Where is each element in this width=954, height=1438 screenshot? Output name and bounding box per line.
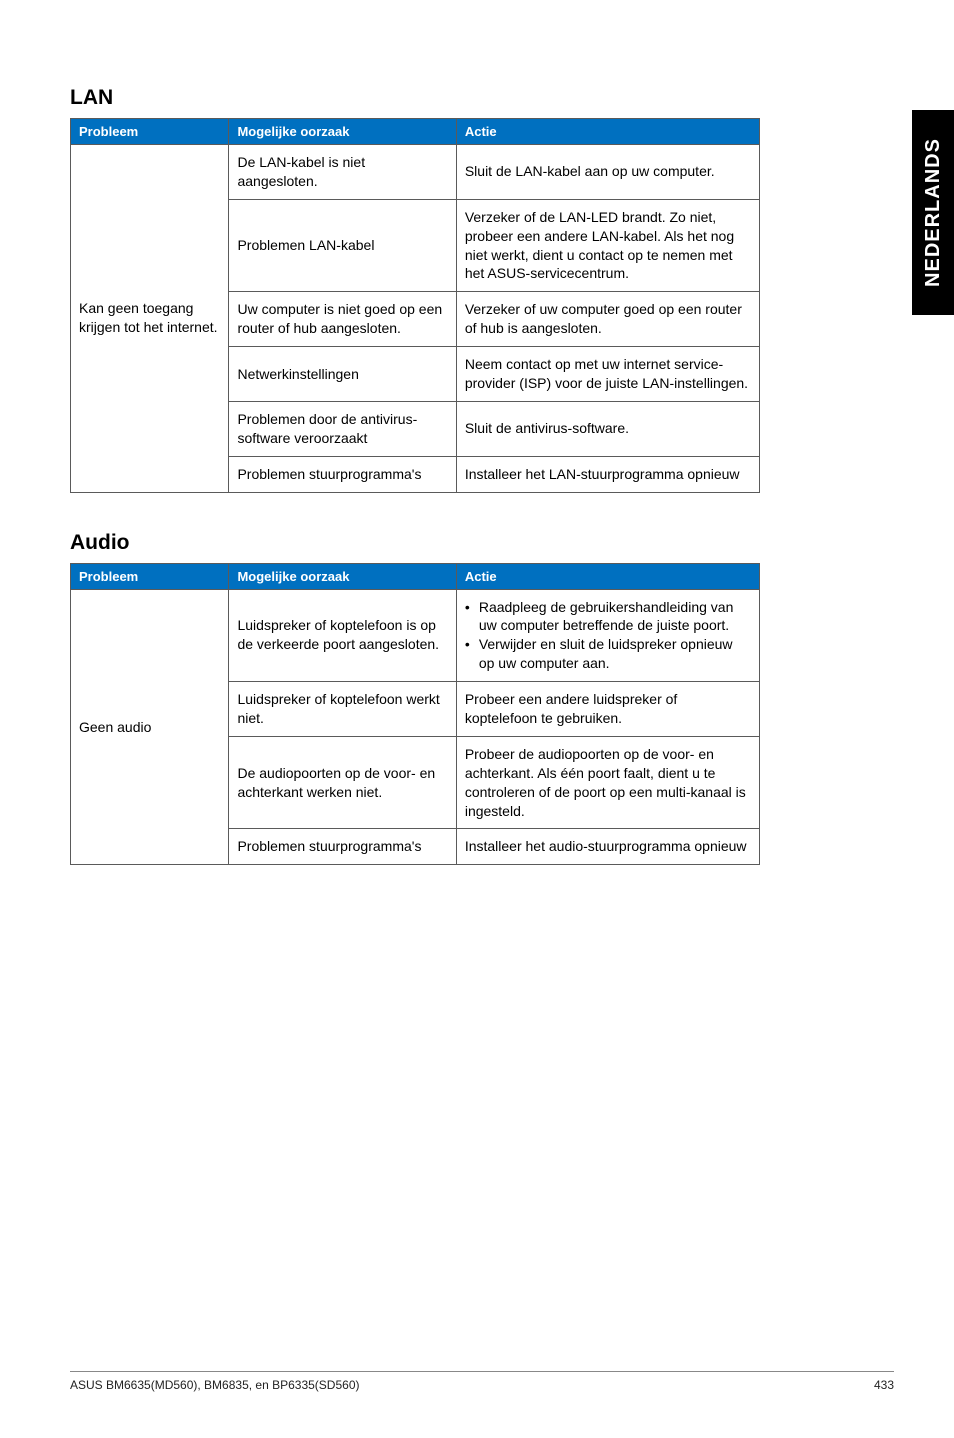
audio-th-problem: Probleem	[71, 563, 229, 589]
lan-action-cell: Verzeker of de LAN-LED brandt. Zo niet, …	[456, 199, 759, 292]
table-row: Kan geen toegang krijgen tot het interne…	[71, 145, 760, 200]
lan-th-problem: Probleem	[71, 119, 229, 145]
footer-page-number: 433	[874, 1378, 894, 1392]
lan-cause-cell: Netwerkinstellingen	[229, 347, 456, 402]
lan-cause-cell: Problemen LAN-kabel	[229, 199, 456, 292]
audio-cause-cell: Problemen stuurprogramma's	[229, 829, 456, 865]
footer-left: ASUS BM6635(MD560), BM6835, en BP6335(SD…	[70, 1378, 359, 1392]
audio-action-cell: Probeer een andere luidspreker of koptel…	[456, 682, 759, 737]
audio-action-cell: Probeer de audiopoorten op de voor- en a…	[456, 736, 759, 829]
lan-action-cell: Installeer het LAN-stuurprogramma opnieu…	[456, 456, 759, 492]
audio-action-cell: Raadpleeg de gebruikershandleiding van u…	[456, 589, 759, 682]
audio-cause-cell: De audiopoorten op de voor- en achterkan…	[229, 736, 456, 829]
lan-action-cell: Sluit de antivirus-software.	[456, 401, 759, 456]
side-language-label: NEDERLANDS	[922, 138, 945, 287]
audio-action-cell: Installeer het audio-stuurprogramma opni…	[456, 829, 759, 865]
lan-action-cell: Neem contact op met uw internet service-…	[456, 347, 759, 402]
table-row: Geen audio Luidspreker of koptelefoon is…	[71, 589, 760, 682]
page-footer: ASUS BM6635(MD560), BM6835, en BP6335(SD…	[70, 1371, 894, 1392]
audio-table: Probleem Mogelijke oorzaak Actie Geen au…	[70, 563, 760, 866]
lan-th-action: Actie	[456, 119, 759, 145]
lan-cause-cell: Uw computer is niet goed op een router o…	[229, 292, 456, 347]
lan-table: Probleem Mogelijke oorzaak Actie Kan gee…	[70, 118, 760, 493]
lan-heading: LAN	[70, 86, 760, 110]
audio-heading: Audio	[70, 531, 760, 555]
lan-cause-cell: De LAN-kabel is niet aangesloten.	[229, 145, 456, 200]
lan-th-cause: Mogelijke oorzaak	[229, 119, 456, 145]
lan-action-cell: Verzeker of uw computer goed op een rout…	[456, 292, 759, 347]
lan-cause-cell: Problemen door de antivirus-software ver…	[229, 401, 456, 456]
lan-action-cell: Sluit de LAN-kabel aan op uw computer.	[456, 145, 759, 200]
page-content: LAN Probleem Mogelijke oorzaak Actie Kan…	[0, 0, 820, 865]
lan-problem-cell: Kan geen toegang krijgen tot het interne…	[71, 145, 229, 493]
audio-th-action: Actie	[456, 563, 759, 589]
list-item: Verwijder en sluit de luidspreker opnieu…	[465, 635, 751, 673]
list-item: Raadpleeg de gebruikershandleiding van u…	[465, 598, 751, 636]
audio-th-cause: Mogelijke oorzaak	[229, 563, 456, 589]
audio-cause-cell: Luidspreker of koptelefoon werkt niet.	[229, 682, 456, 737]
audio-problem-cell: Geen audio	[71, 589, 229, 865]
audio-cause-cell: Luidspreker of koptelefoon is op de verk…	[229, 589, 456, 682]
audio-action-list: Raadpleeg de gebruikershandleiding van u…	[465, 598, 751, 674]
lan-cause-cell: Problemen stuurprogramma's	[229, 456, 456, 492]
side-language-tab: NEDERLANDS	[912, 110, 954, 315]
